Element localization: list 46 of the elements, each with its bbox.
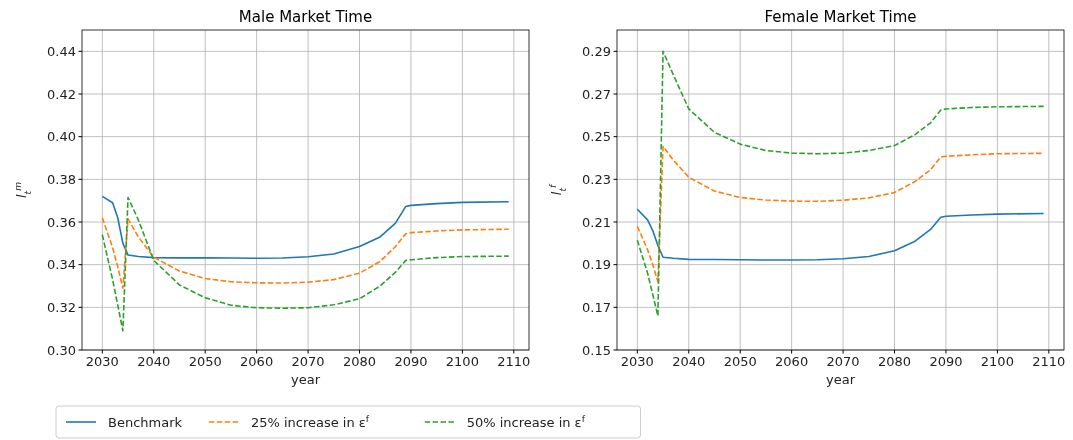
y-tick-label: 0.23 (582, 171, 611, 187)
x-tick-label: 2030 (620, 354, 654, 369)
x-tick-label: 2040 (672, 354, 706, 369)
x-tick-label: 2070 (291, 354, 325, 369)
x-tick-label: 2040 (137, 354, 171, 369)
x-tick-label: 2070 (826, 354, 860, 369)
x-tick-label: 2060 (240, 354, 274, 369)
y-tick-label: 0.38 (47, 171, 76, 187)
y-tick-label: 0.32 (47, 299, 76, 315)
x-tick-label: 2060 (775, 354, 809, 369)
x-tick-label: 2090 (394, 354, 428, 369)
line-series (101, 196, 510, 332)
y-tick-label: 0.25 (582, 129, 611, 145)
y-tick-label: 0.21 (582, 214, 611, 230)
y-tick-label: 0.36 (47, 214, 76, 230)
y-tick-label: 0.30 (47, 342, 76, 358)
line-series (101, 195, 510, 260)
x-tick-label: 2090 (929, 354, 963, 369)
chart-title: Male Market Time (238, 8, 373, 26)
x-tick-label: 2110 (1032, 354, 1066, 369)
line-series (101, 216, 510, 289)
legend-label: 50% increase in ε$^{f}$ (466, 414, 586, 430)
x-axis-title: year (825, 372, 856, 387)
x-tick-label: 2080 (877, 354, 912, 369)
chart-title: Female Market Time (764, 8, 917, 26)
line-series (636, 50, 1045, 317)
x-axis-title: year (290, 372, 321, 387)
x-tick-label: 2050 (188, 354, 222, 369)
legend-label: 25% increase in ε$^{f}$ (250, 414, 370, 430)
x-tick-label: 2100 (445, 354, 479, 369)
x-tick-label: 2030 (85, 354, 119, 369)
y-tick-label: 0.34 (47, 257, 76, 273)
y-tick-label: 0.19 (582, 257, 611, 273)
y-tick-label: 0.44 (47, 43, 76, 59)
y-tick-label: 0.17 (582, 299, 611, 315)
x-tick-label: 2080 (342, 354, 377, 369)
legend-label: Benchmark (108, 415, 183, 430)
y-tick-label: 0.27 (582, 86, 611, 102)
y-tick-label: 0.42 (47, 86, 76, 102)
y-tick-label: 0.29 (582, 43, 611, 59)
y-tick-label: 0.15 (582, 342, 611, 358)
x-tick-label: 2050 (723, 354, 757, 369)
line-series (636, 208, 1045, 261)
y-tick-label: 0.40 (47, 129, 76, 145)
x-tick-label: 2100 (980, 354, 1014, 369)
x-tick-label: 2110 (497, 354, 531, 369)
